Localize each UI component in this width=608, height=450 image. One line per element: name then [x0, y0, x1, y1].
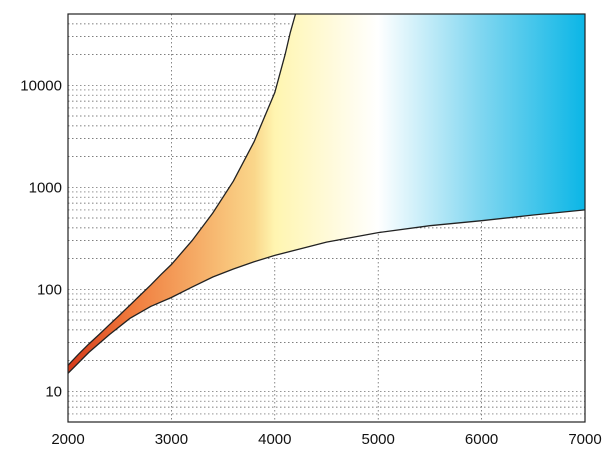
- y-tick-label: 1000: [29, 179, 62, 196]
- series-lines: [68, 14, 585, 374]
- plot-frame: [67, 13, 586, 423]
- upper-curve: [68, 14, 297, 366]
- band-area: [68, 14, 585, 374]
- y-axis: 10 100 1000 10000: [20, 77, 62, 400]
- y-tick-label: 100: [37, 281, 62, 298]
- x-axis: 2000 3000 4000 5000 6000 7000: [51, 431, 601, 448]
- y-tick-label: 10000: [20, 77, 62, 94]
- x-tick-label: 3000: [155, 431, 188, 448]
- x-tick-label: 2000: [51, 431, 84, 448]
- x-tick-label: 5000: [362, 431, 395, 448]
- x-tick-label: 7000: [568, 431, 601, 448]
- y-tick-label: 10: [45, 383, 62, 400]
- x-tick-label: 4000: [258, 431, 291, 448]
- x-tick-label: 6000: [465, 431, 498, 448]
- band-fill: [68, 14, 585, 374]
- lower-curve: [68, 209, 585, 374]
